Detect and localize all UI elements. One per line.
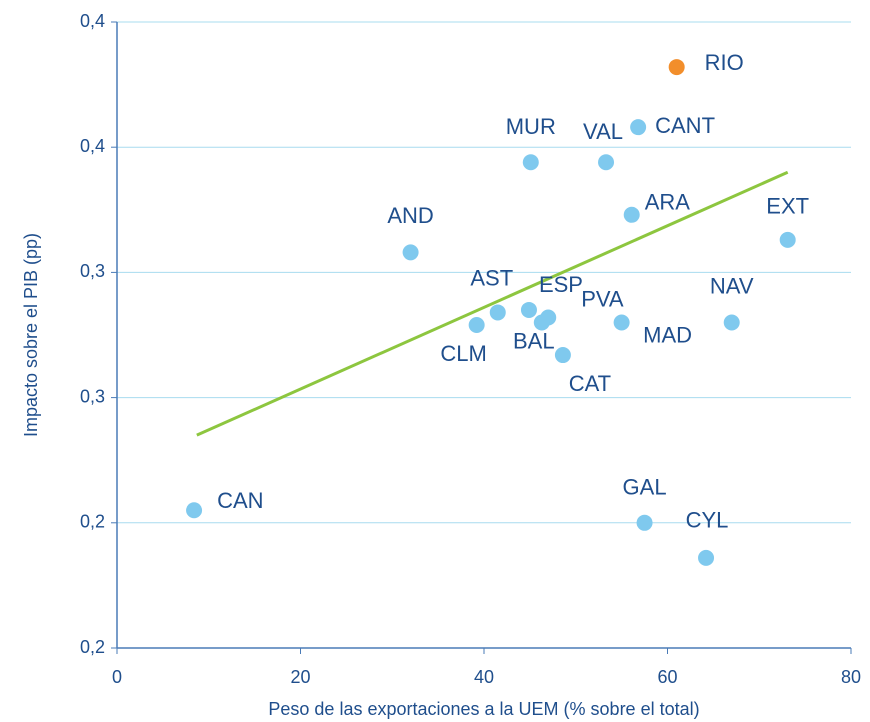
point (779, 231, 796, 248)
point-label: ARA (645, 190, 691, 215)
x-axis-title: Peso de las exportaciones a la UEM (% so… (268, 699, 699, 719)
point (723, 314, 740, 331)
point (522, 154, 539, 171)
point (636, 514, 653, 531)
point-label: GAL (623, 475, 667, 500)
point-label: PVA (581, 286, 624, 311)
point (698, 549, 715, 566)
y-axis-title: Impacto sobre el PIB (pp) (21, 233, 41, 437)
point-label: NAV (710, 273, 754, 298)
x-tick-label: 0 (112, 667, 122, 687)
point-label: CAN (217, 488, 263, 513)
y-tick-label: 0,3 (80, 386, 105, 406)
point-label: VAL (583, 119, 623, 144)
point (554, 347, 571, 364)
y-tick-label: 0,4 (80, 136, 105, 156)
point-label: CYL (686, 508, 729, 533)
point (668, 59, 685, 76)
trend-line (196, 170, 789, 437)
point (630, 119, 647, 136)
point (489, 304, 506, 321)
point-label: BAL (513, 328, 555, 353)
point-label: EXT (766, 194, 809, 219)
point-label: MUR (506, 114, 556, 139)
y-tick-label: 0,4 (80, 11, 105, 31)
point-label: MAD (643, 322, 692, 347)
point-label: AND (387, 203, 433, 228)
point-label: CLM (440, 341, 486, 366)
point-label: AST (470, 265, 513, 290)
y-tick-label: 0,2 (80, 637, 105, 657)
point (598, 154, 615, 171)
point (520, 301, 537, 318)
x-tick-label: 40 (474, 667, 494, 687)
point (186, 502, 203, 519)
point (613, 314, 630, 331)
point-label: CANT (655, 113, 715, 138)
x-tick-label: 20 (290, 667, 310, 687)
x-tick-label: 60 (657, 667, 677, 687)
point (623, 206, 640, 223)
y-tick-label: 0,3 (80, 261, 105, 281)
point (468, 316, 485, 333)
point-label: CAT (569, 371, 611, 396)
point (533, 314, 550, 331)
point (402, 244, 419, 261)
x-tick-label: 80 (841, 667, 861, 687)
point-label: RIO (705, 50, 744, 75)
point-label: ESP (539, 272, 583, 297)
y-tick-label: 0,2 (80, 512, 105, 532)
